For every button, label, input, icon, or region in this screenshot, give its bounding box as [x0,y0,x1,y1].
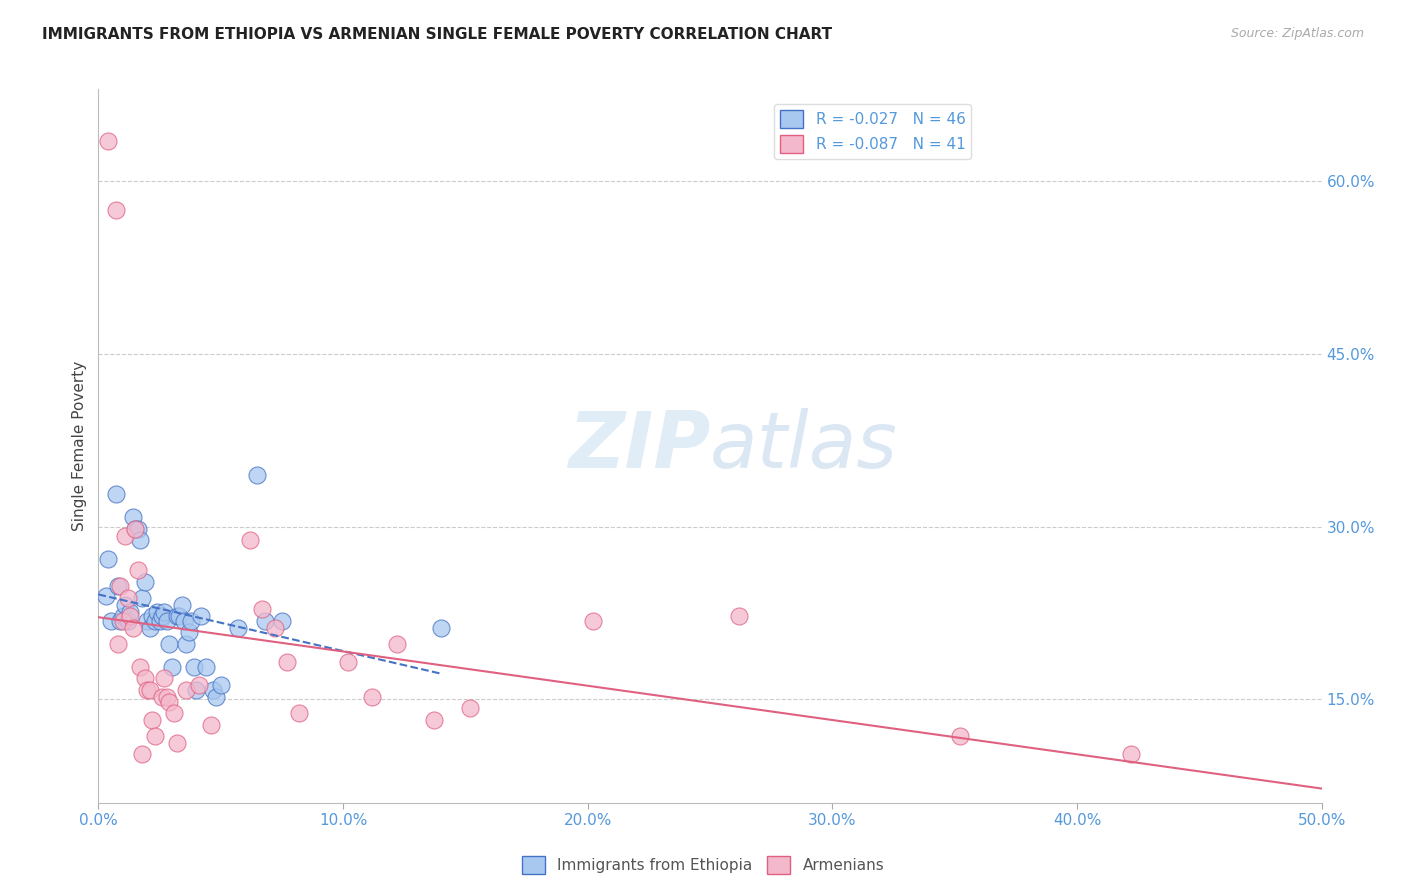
Point [107,637,129,651]
Point [336,656,359,670]
Point [94,589,117,603]
Point [104,487,127,501]
Point [170,598,193,612]
Point [948,729,970,743]
Point [111,614,134,628]
Point [156,690,179,704]
Point [150,609,173,624]
Legend: Immigrants from Ethiopia, Armenians: Immigrants from Ethiopia, Armenians [516,850,890,880]
Point [202,683,225,698]
Point [276,656,298,670]
Point [117,591,139,605]
Point [129,533,152,548]
Point [200,717,222,731]
Point [253,614,276,628]
Point [177,625,200,640]
Point [163,706,186,720]
Point [263,621,285,635]
Point [139,683,162,698]
Point [121,621,143,635]
Point [176,637,198,651]
Point [430,621,453,635]
Point [153,605,176,619]
Point [385,637,408,651]
Point [187,678,209,692]
Point [422,713,444,727]
Point [114,529,136,543]
Point [131,591,153,605]
Point [134,672,156,686]
Point [195,660,218,674]
Point [190,609,212,624]
Text: ZIP: ZIP [568,408,710,484]
Point [205,690,228,704]
Point [139,621,162,635]
Text: IMMIGRANTS FROM ETHIOPIA VS ARMENIAN SINGLE FEMALE POVERTY CORRELATION CHART: IMMIGRANTS FROM ETHIOPIA VS ARMENIAN SIN… [42,27,832,42]
Point [153,672,176,686]
Point [107,579,129,593]
Point [127,522,149,536]
Point [581,614,603,628]
Point [143,729,166,743]
Text: Source: ZipAtlas.com: Source: ZipAtlas.com [1230,27,1364,40]
Point [117,614,139,628]
Point [127,563,149,577]
Point [141,609,163,624]
Point [111,609,134,624]
Point [186,683,208,698]
Point [134,574,156,589]
Point [149,614,172,628]
Point [157,637,180,651]
Point [160,660,183,674]
Point [131,747,153,762]
Point [120,609,142,624]
Point [129,660,152,674]
Point [110,579,132,593]
Point [183,660,205,674]
Point [728,609,751,624]
Point [97,551,120,566]
Point [104,202,127,217]
Point [226,621,249,635]
Point [120,605,142,619]
Point [209,678,232,692]
Point [166,736,188,750]
Point [110,614,132,628]
Legend: R = -0.027   N = 46, R = -0.087   N = 41: R = -0.027 N = 46, R = -0.087 N = 41 [775,104,972,159]
Point [173,614,195,628]
Point [270,614,294,628]
Point [288,706,311,720]
Point [176,683,198,698]
Point [136,683,159,698]
Point [97,134,120,148]
Point [180,614,202,628]
Point [121,510,143,524]
Point [157,694,180,708]
Point [146,605,169,619]
Point [156,614,179,628]
Point [141,713,163,727]
Point [124,522,146,536]
Point [143,614,166,628]
Point [150,690,173,704]
Point [246,467,269,482]
Point [239,533,262,548]
Point [1119,747,1142,762]
Text: atlas: atlas [710,408,898,484]
Point [114,598,136,612]
Point [124,522,146,536]
Point [252,602,274,616]
Point [100,614,122,628]
Point [361,690,384,704]
Point [166,609,188,624]
Point [458,701,481,715]
Point [136,614,159,628]
Y-axis label: Single Female Poverty: Single Female Poverty [72,361,87,531]
Point [167,609,190,624]
